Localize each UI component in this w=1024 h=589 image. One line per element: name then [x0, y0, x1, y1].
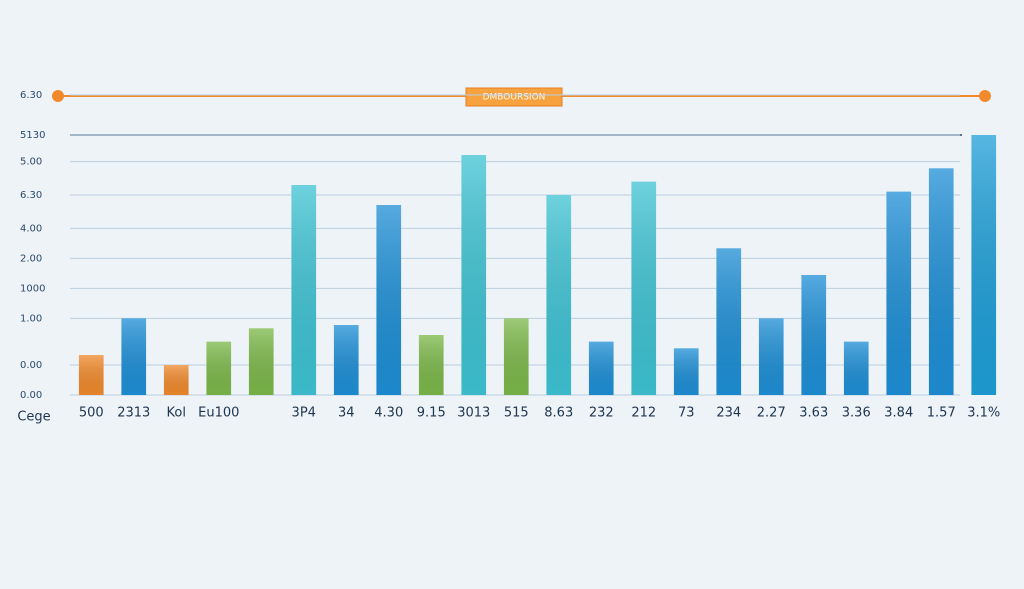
bar-shade: [333, 325, 359, 395]
bar-shade: [673, 348, 699, 395]
x-axis-label: Cege: [17, 410, 50, 425]
title-box: [465, 87, 563, 107]
bar-shade: [461, 155, 487, 395]
x-tick-label: 232: [589, 406, 614, 421]
y-tick-label: 1000: [20, 283, 45, 294]
x-tick-label: 3P4: [292, 406, 316, 421]
x-tick-label: 3013: [457, 406, 490, 421]
y-tick-label: 5130: [20, 130, 45, 141]
bar-shade: [758, 318, 784, 395]
bar-shade: [801, 275, 827, 395]
bar-shade: [291, 185, 317, 395]
x-tick-label: Kol: [167, 406, 186, 421]
y-tick-label: 1.00: [20, 313, 42, 324]
bar-shade: [843, 341, 869, 395]
bar-shade: [418, 335, 444, 395]
bar-shade: [248, 328, 274, 395]
x-tick-label: 3.1%: [967, 406, 1000, 421]
title-dot: [979, 90, 991, 102]
x-tick-label: 4.30: [374, 406, 403, 421]
bar-shade: [716, 248, 742, 395]
y-tick-label: 2.00: [20, 253, 42, 264]
x-tick-label: 2313: [117, 406, 150, 421]
x-tick-label: 1.57: [927, 406, 956, 421]
title-dot: [52, 90, 64, 102]
chart-title: DMBOURSION: [483, 93, 546, 103]
bar-shade: [928, 168, 954, 395]
x-tick-label: 3.84: [884, 406, 913, 421]
bar-shade: [78, 355, 104, 395]
x-tick-label: 234: [716, 406, 741, 421]
y-tick-label: 6.30: [20, 190, 42, 201]
bar-shade: [206, 341, 232, 395]
x-tick-label: 500: [79, 406, 104, 421]
bar-shade: [971, 135, 997, 395]
x-tick-label: 3.36: [842, 406, 871, 421]
x-tick-label: 34: [338, 406, 355, 421]
bar-shade: [631, 181, 657, 395]
bar-shade: [121, 318, 147, 395]
bar-shade: [503, 318, 529, 395]
y-tick-label: 6.30: [20, 90, 42, 101]
y-tick-label: 4.00: [20, 223, 42, 234]
y-tick-label: 0.00: [20, 390, 42, 401]
x-tick-label: 2.27: [757, 406, 786, 421]
bar-shade: [546, 195, 572, 395]
bar-shade: [886, 191, 912, 395]
bar-shade: [588, 341, 614, 395]
bar-shade: [163, 365, 189, 395]
bar-shade: [376, 205, 402, 395]
x-tick-label: 212: [631, 406, 656, 421]
x-tick-label: 515: [504, 406, 529, 421]
y-tick-label: 5.00: [20, 157, 42, 168]
x-tick-label: 9.15: [417, 406, 446, 421]
x-tick-label: Eu100: [198, 406, 239, 421]
x-tick-label: 8.63: [544, 406, 573, 421]
y-tick-label: 0.00: [20, 360, 42, 371]
x-tick-label: 73: [678, 406, 695, 421]
x-tick-label: 3.63: [799, 406, 828, 421]
